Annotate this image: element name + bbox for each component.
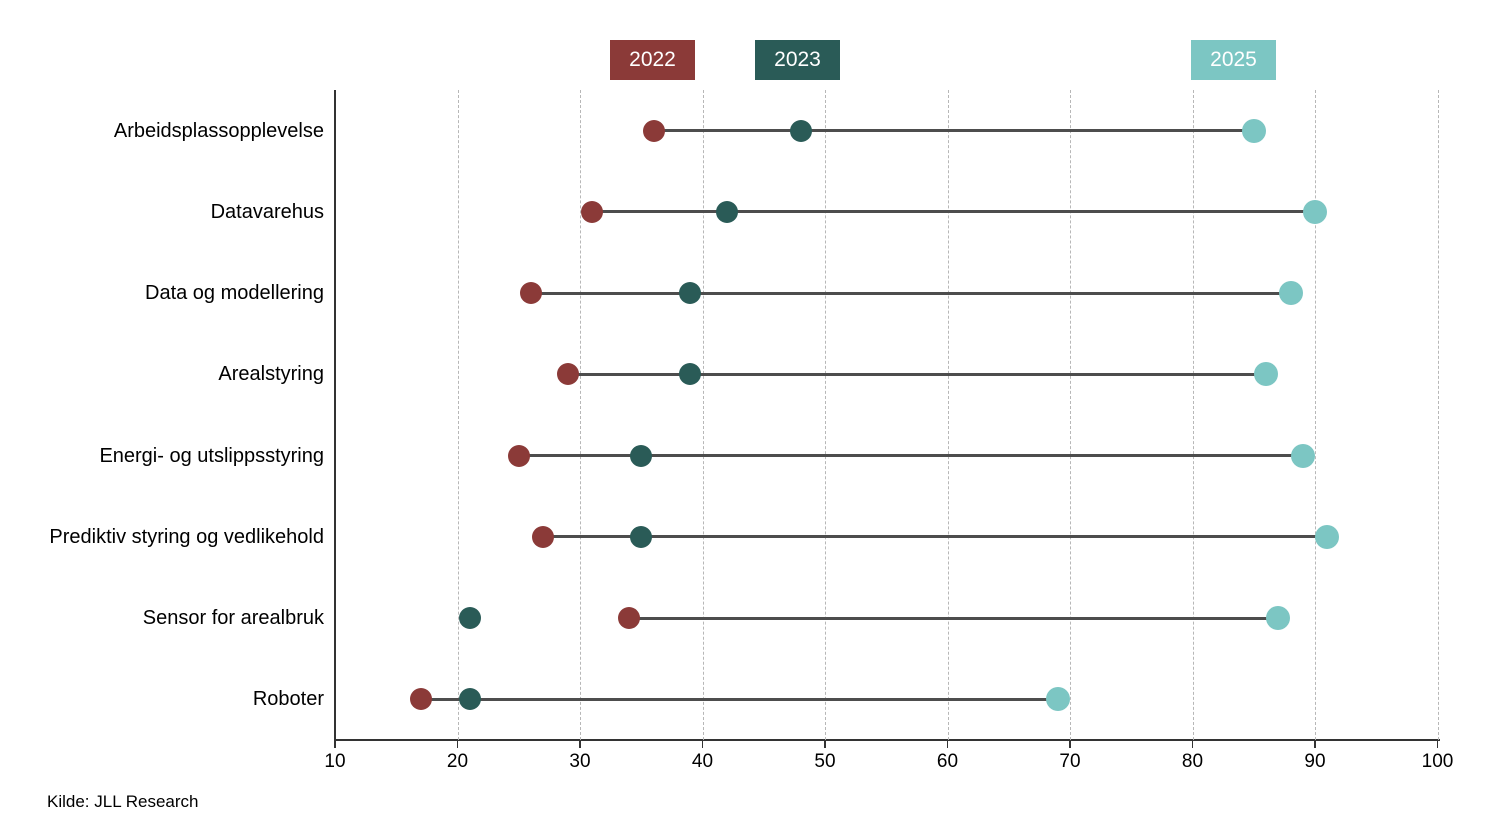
- legend-item-2022: 2022: [610, 40, 695, 80]
- x-tick-80: [1191, 740, 1194, 748]
- dot-2022-prediktiv-styring-og-vedlikehold: [532, 525, 555, 548]
- dot-2023-sensor-for-arealbruk: [458, 607, 481, 630]
- connector-roboter: [420, 697, 1058, 701]
- dot-2022-arbeidsplassopplevelse: [642, 119, 665, 142]
- dot-2022-data-og-modellering: [520, 282, 542, 305]
- x-tick-70: [1069, 740, 1071, 748]
- x-tick-50: [824, 740, 826, 748]
- x-tick-100: [1436, 740, 1439, 748]
- x-tick-30: [579, 740, 581, 748]
- connector-arealstyring: [567, 372, 1266, 376]
- legend-item-2025: 2025: [1191, 40, 1276, 80]
- dot-2022-arealstyring: [556, 363, 579, 386]
- dot-2022-sensor-for-arealbruk: [618, 607, 640, 630]
- dot-2025-data-og-modellering: [1278, 281, 1303, 306]
- dot-2022-datavarehus: [581, 200, 604, 223]
- category-label-datavarehus: Datavarehus: [210, 200, 324, 223]
- dot-2023-datavarehus: [716, 200, 738, 223]
- gridline-60: [947, 90, 949, 740]
- source-note: Kilde: JLL Research: [47, 792, 199, 811]
- x-axis-line: [334, 739, 1440, 741]
- gridline-80: [1192, 90, 1194, 740]
- x-tick-label-60: 60: [936, 751, 959, 772]
- gridline-50: [825, 90, 826, 740]
- category-label-energi-og-utslippsstyring: Energi- og utslippsstyring: [99, 444, 324, 467]
- dot-2025-sensor-for-arealbruk: [1266, 606, 1291, 631]
- dot-2025-prediktiv-styring-og-vedlikehold: [1315, 524, 1340, 549]
- dot-2025-arbeidsplassopplevelse: [1241, 118, 1266, 143]
- category-label-prediktiv-styring-og-vedlikehold: Prediktiv styring og vedlikehold: [49, 525, 324, 548]
- dot-2023-data-og-modellering: [679, 282, 702, 305]
- gridline-20: [457, 90, 459, 740]
- connector-data-og-modellering: [531, 291, 1291, 295]
- dot-2025-energi-og-utslippsstyring: [1290, 443, 1315, 468]
- dot-2023-arealstyring: [679, 363, 702, 386]
- x-tick-40: [701, 740, 704, 748]
- legend-item-2023: 2023: [755, 40, 840, 80]
- dot-2023-energi-og-utslippsstyring: [630, 444, 653, 467]
- gridline-40: [702, 90, 704, 740]
- connector-energi-og-utslippsstyring: [518, 454, 1303, 458]
- dot-2025-datavarehus: [1303, 199, 1327, 224]
- x-tick-label-50: 50: [814, 751, 836, 772]
- x-tick-20: [456, 740, 459, 748]
- x-tick-label-30: 30: [569, 751, 591, 772]
- x-tick-label-100: 100: [1421, 751, 1454, 772]
- gridline-70: [1070, 90, 1071, 740]
- connector-prediktiv-styring-og-vedlikehold: [543, 535, 1328, 539]
- dot-2022-energi-og-utslippsstyring: [507, 444, 530, 467]
- category-label-data-og-modellering: Data og modellering: [145, 282, 324, 305]
- x-tick-90: [1314, 740, 1316, 748]
- connector-sensor-for-arealbruk: [629, 616, 1279, 620]
- x-tick-label-20: 20: [446, 751, 469, 772]
- dot-2023-prediktiv-styring-og-vedlikehold: [630, 525, 653, 548]
- x-tick-label-10: 10: [324, 751, 346, 772]
- connector-arbeidsplassopplevelse: [653, 129, 1254, 133]
- category-label-roboter: Roboter: [252, 688, 324, 711]
- gridline-90: [1315, 90, 1316, 740]
- gridline-30: [580, 90, 581, 740]
- dot-2023-roboter: [458, 688, 481, 711]
- x-tick-label-90: 90: [1304, 751, 1326, 772]
- dot-2025-arealstyring: [1254, 362, 1278, 387]
- category-label-arbeidsplassopplevelse: Arbeidsplassopplevelse: [113, 119, 324, 142]
- category-label-arealstyring: Arealstyring: [218, 363, 324, 386]
- y-axis-line: [334, 90, 336, 740]
- dot-2023-arbeidsplassopplevelse: [789, 119, 812, 142]
- dot-2022-roboter: [409, 688, 432, 711]
- x-tick-label-70: 70: [1059, 751, 1081, 772]
- x-tick-60: [946, 740, 949, 748]
- gridline-100: [1437, 90, 1439, 740]
- category-label-sensor-for-arealbruk: Sensor for arealbruk: [142, 607, 324, 630]
- dot-2025-roboter: [1045, 687, 1070, 712]
- x-tick-label-80: 80: [1181, 751, 1204, 772]
- x-tick-label-40: 40: [691, 751, 714, 772]
- connector-datavarehus: [592, 210, 1315, 214]
- x-tick-10: [334, 740, 336, 748]
